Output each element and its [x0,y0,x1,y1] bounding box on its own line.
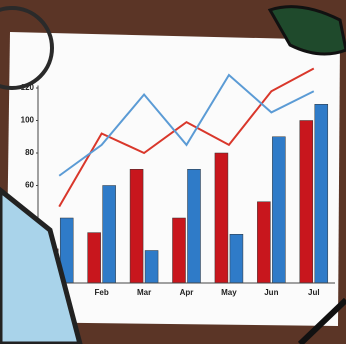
bar [144,250,159,284]
y-tick-label: 80 [25,148,34,157]
y-tick-label: 120 [21,83,35,92]
pen [297,297,346,344]
line [58,67,315,208]
x-tick-label: Jun [264,288,278,297]
bar [229,234,244,284]
x-tick-label: Jul [308,288,320,297]
bar [87,232,101,284]
line [58,73,315,177]
glasses-lens [0,6,54,90]
bar [299,120,314,284]
bar [314,104,329,284]
bar [129,169,144,284]
bar [257,201,271,284]
bar [102,185,116,284]
x-tick-label: Mar [137,288,151,297]
x-tick-label: Feb [95,288,109,297]
bar [272,136,286,284]
y-tick-label: 60 [25,181,34,190]
glasses [267,5,346,56]
bar [172,217,186,284]
x-tick-label: Apr [180,288,194,297]
x-tick-label: May [221,288,237,297]
bar [187,169,201,284]
bar [214,152,229,284]
y-tick-label: 100 [21,116,35,125]
phone [0,186,83,344]
